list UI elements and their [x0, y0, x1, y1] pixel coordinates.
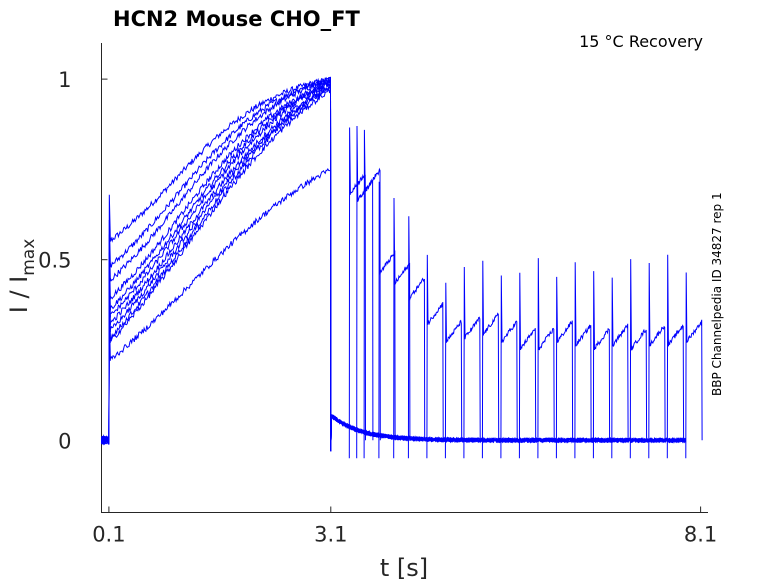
y-axis-label-sub: max — [19, 239, 39, 276]
recovery-trace — [481, 260, 500, 459]
x-tick-label: 8.1 — [684, 523, 717, 547]
x-axis-label: t [s] — [380, 554, 428, 582]
recovery-trace — [444, 282, 463, 459]
y-tick-label: 0 — [58, 429, 71, 453]
y-tick-label: 0.5 — [38, 249, 71, 273]
recovery-trace — [574, 262, 592, 459]
recovery-trace — [518, 272, 537, 459]
recovery-trace — [629, 259, 648, 459]
recovery-trace — [648, 262, 666, 459]
recovery-trace — [685, 272, 703, 459]
recovery-trace — [500, 275, 518, 459]
recovery-trace — [378, 181, 396, 459]
svg-text:I / Imax: I / Imax — [5, 239, 39, 314]
recovery-trace — [407, 216, 426, 459]
chart-annotation: 15 °C Recovery — [579, 32, 703, 51]
side-label: BBP Channelpedia ID 34827 rep 1 — [710, 192, 724, 396]
trace-group — [101, 76, 703, 459]
recovery-trace — [555, 276, 574, 459]
recovery-trace — [611, 277, 629, 459]
axis-ticks: 0.1 3.1 8.1 0 0.5 1 — [38, 68, 717, 546]
recovery-trace — [592, 271, 611, 459]
current-trace — [101, 87, 687, 452]
chart-title: HCN2 Mouse CHO_FT — [113, 7, 360, 31]
x-tick-label: 3.1 — [314, 523, 347, 547]
recovery-trace — [537, 258, 555, 459]
recovery-trace — [666, 254, 685, 459]
x-tick-label: 0.1 — [92, 523, 125, 547]
recovery-trace — [363, 129, 381, 459]
y-tick-label: 1 — [58, 68, 71, 92]
y-axis-label-main: I / I — [5, 276, 33, 314]
recovery-trace — [393, 197, 411, 459]
current-trace — [101, 168, 687, 452]
recovery-trace — [426, 254, 444, 459]
y-axis-label: I / Imax — [5, 239, 39, 314]
recovery-trace — [463, 266, 481, 459]
